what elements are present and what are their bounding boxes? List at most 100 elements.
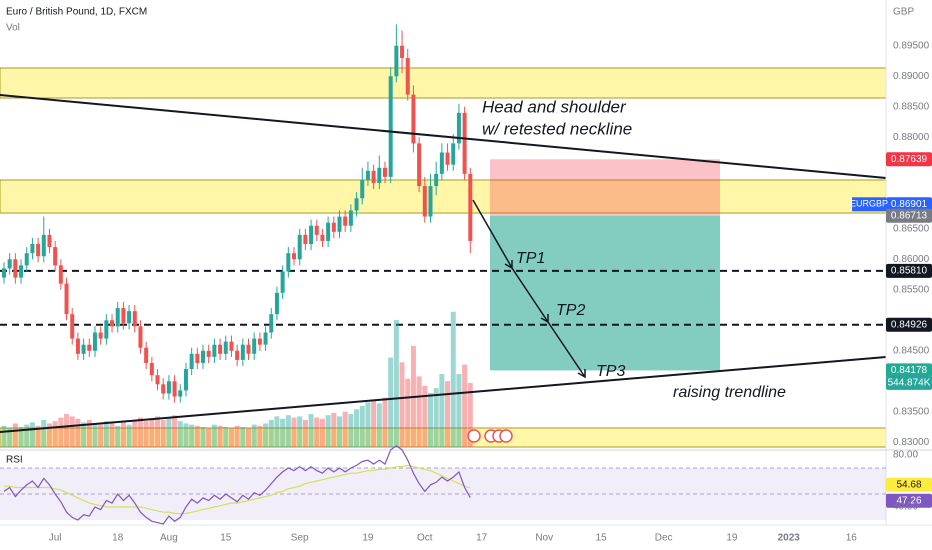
volume-bar (132, 419, 138, 447)
annotation: w/ retested neckline (482, 119, 632, 138)
x-tick-label: Dec (655, 533, 673, 544)
candle-body (189, 353, 194, 370)
x-tick-label: 19 (362, 533, 374, 544)
volume-bar (325, 415, 331, 447)
volume-bar (109, 423, 115, 447)
volume-bar (251, 424, 257, 447)
volume-bar (86, 419, 92, 447)
price-badge (886, 317, 932, 332)
y-tick-label: 0.83000 (893, 437, 930, 448)
candle-body (132, 311, 137, 327)
candle-body (212, 344, 217, 357)
rsi (3, 445, 471, 525)
candle-body (98, 332, 103, 339)
price-badge (886, 197, 932, 212)
price-badge (886, 375, 932, 390)
x-tick-label: 19 (726, 533, 738, 544)
candle-body (155, 375, 160, 385)
volume-bar (354, 409, 360, 447)
candle-body (138, 326, 143, 348)
volume-bar (223, 427, 229, 447)
candle-body (422, 186, 427, 217)
price-badge-label: 0.84926 (891, 319, 928, 330)
x-tick-label: Sep (291, 533, 309, 544)
x-tick-label: 16 (846, 533, 858, 544)
volume-bar (115, 425, 121, 447)
volume-bar (376, 403, 382, 447)
volume-bar (41, 419, 47, 447)
candle-body (149, 362, 154, 376)
candle-body (183, 369, 188, 391)
candle-body (411, 94, 416, 144)
volume-bar (274, 416, 280, 447)
y-tick-label: 0.89000 (893, 71, 930, 82)
volume-bar (103, 421, 109, 447)
volume-bar (98, 424, 104, 447)
volume-bar (149, 418, 155, 447)
x-tick-label: 18 (112, 533, 124, 544)
volume-bar (348, 414, 354, 447)
candle-body (195, 353, 200, 363)
candle-body (388, 76, 393, 177)
x-tick-label: Jul (49, 533, 62, 544)
candle-body (161, 384, 166, 394)
price-badge-label: 0.87639 (891, 154, 928, 165)
volume-bar (200, 427, 206, 447)
candle-body (456, 112, 461, 144)
candle-body (405, 57, 410, 95)
volume-bar (7, 428, 13, 447)
volume-bar (172, 415, 178, 447)
zones (0, 67, 887, 448)
volume-bar (365, 402, 371, 447)
price-badge-label: 0.85810 (891, 266, 928, 277)
candle-body (428, 186, 433, 217)
candle-body (439, 152, 444, 174)
candle-body (377, 167, 382, 184)
candle-body (400, 45, 405, 58)
candle-body (365, 170, 370, 180)
candle-body (360, 179, 365, 199)
event-icon[interactable] (499, 429, 513, 443)
y-tick-label: 0.88000 (893, 132, 930, 143)
candle-body (75, 338, 80, 354)
volume-bar (456, 374, 462, 447)
price-axis (886, 0, 932, 525)
candles (1, 24, 473, 403)
target-label: TP1 (516, 250, 545, 267)
volume-bar (280, 418, 286, 447)
price-badge (886, 477, 932, 492)
candle-body (229, 341, 234, 351)
candle-body (121, 308, 126, 324)
supply-zone (0, 67, 887, 99)
candle-body (326, 222, 331, 241)
target-label: TP3 (596, 363, 625, 380)
volume-bar (331, 412, 337, 447)
volume-bar (399, 362, 405, 447)
volume-bar (206, 428, 212, 447)
candle-body (115, 308, 120, 327)
event-icon[interactable] (467, 429, 481, 443)
volume-bar (35, 425, 41, 447)
candle-body (348, 210, 353, 226)
volume-bar (268, 419, 274, 447)
volume-bar (18, 427, 24, 447)
y-tick-label: 0.88500 (893, 101, 930, 112)
price-badge-label: 54.68 (896, 479, 921, 490)
volume-bar (228, 428, 234, 447)
candle-body (58, 265, 63, 284)
volume-bar (439, 374, 445, 447)
volume-bar (285, 415, 291, 447)
volume-bar (422, 385, 428, 447)
drawings (0, 94, 887, 443)
candle-body (246, 344, 251, 354)
volume-bar (337, 416, 343, 447)
volume-bar (211, 424, 217, 447)
y-tick-label: 0.89500 (893, 40, 930, 51)
volume-bar (143, 421, 149, 447)
neckline-zone (0, 179, 887, 214)
volume-bar (46, 423, 52, 447)
volume-bar (177, 421, 183, 447)
volume-bar (382, 397, 388, 447)
candle-body (297, 234, 302, 260)
